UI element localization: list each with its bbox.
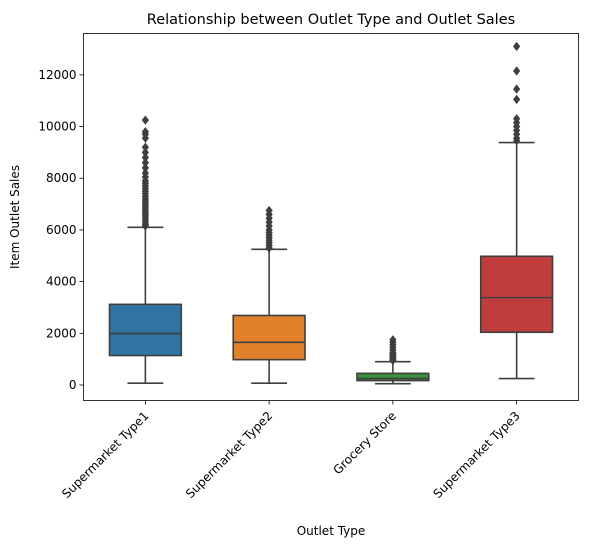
box-group-4: [479, 41, 554, 380]
box-group-2: [232, 205, 306, 384]
outlier-point: [513, 94, 521, 105]
box-iqr: [108, 303, 183, 357]
box-iqr: [232, 314, 306, 361]
outlier-point: [141, 127, 149, 137]
outlier-point: [513, 84, 521, 94]
x-axis: Supermarket Type1 Supermarket Type2 Grocer…: [59, 400, 523, 501]
outlier-point: [265, 205, 273, 216]
y-tick-label: 6000: [46, 223, 77, 237]
outlier-point: [141, 168, 149, 178]
outlier-point: [141, 163, 149, 173]
x-tick-label: Supermarket Type1: [59, 409, 151, 501]
y-tick-label: 4000: [46, 275, 77, 289]
y-tick-label: 8000: [46, 171, 77, 185]
y-tick-label: 2000: [46, 326, 77, 340]
plot-frame: [83, 33, 579, 401]
plot-area: [108, 41, 554, 385]
x-axis-label: Outlet Type: [297, 524, 366, 538]
y-axis-label: Item Outlet Sales: [8, 165, 22, 269]
outlier-point: [389, 335, 397, 345]
box-group-3: [356, 335, 430, 385]
y-tick-label: 10000: [38, 120, 76, 134]
box-iqr: [479, 255, 554, 334]
outlier-point: [141, 158, 149, 168]
y-axis: 0 2000 4000 6000 8000 10000 12000: [38, 68, 84, 392]
x-tick-label: Supermarket Type2: [183, 409, 275, 501]
outlier-point: [513, 41, 521, 52]
y-tick-label: 0: [69, 378, 77, 392]
outlier-point: [141, 147, 149, 158]
outlier-point: [141, 152, 149, 163]
y-tick-label: 12000: [38, 68, 76, 82]
outlier-point: [513, 114, 521, 124]
outlier-point: [141, 142, 149, 152]
box-group-1: [108, 115, 183, 384]
x-tick-label: Grocery Store: [331, 409, 399, 477]
chart-title: Relationship between Outlet Type and Out…: [147, 12, 515, 28]
outlier-point: [513, 66, 521, 76]
outlier-point: [141, 115, 149, 125]
box-iqr: [356, 372, 430, 382]
x-tick-label: Supermarket Type3: [430, 409, 522, 501]
